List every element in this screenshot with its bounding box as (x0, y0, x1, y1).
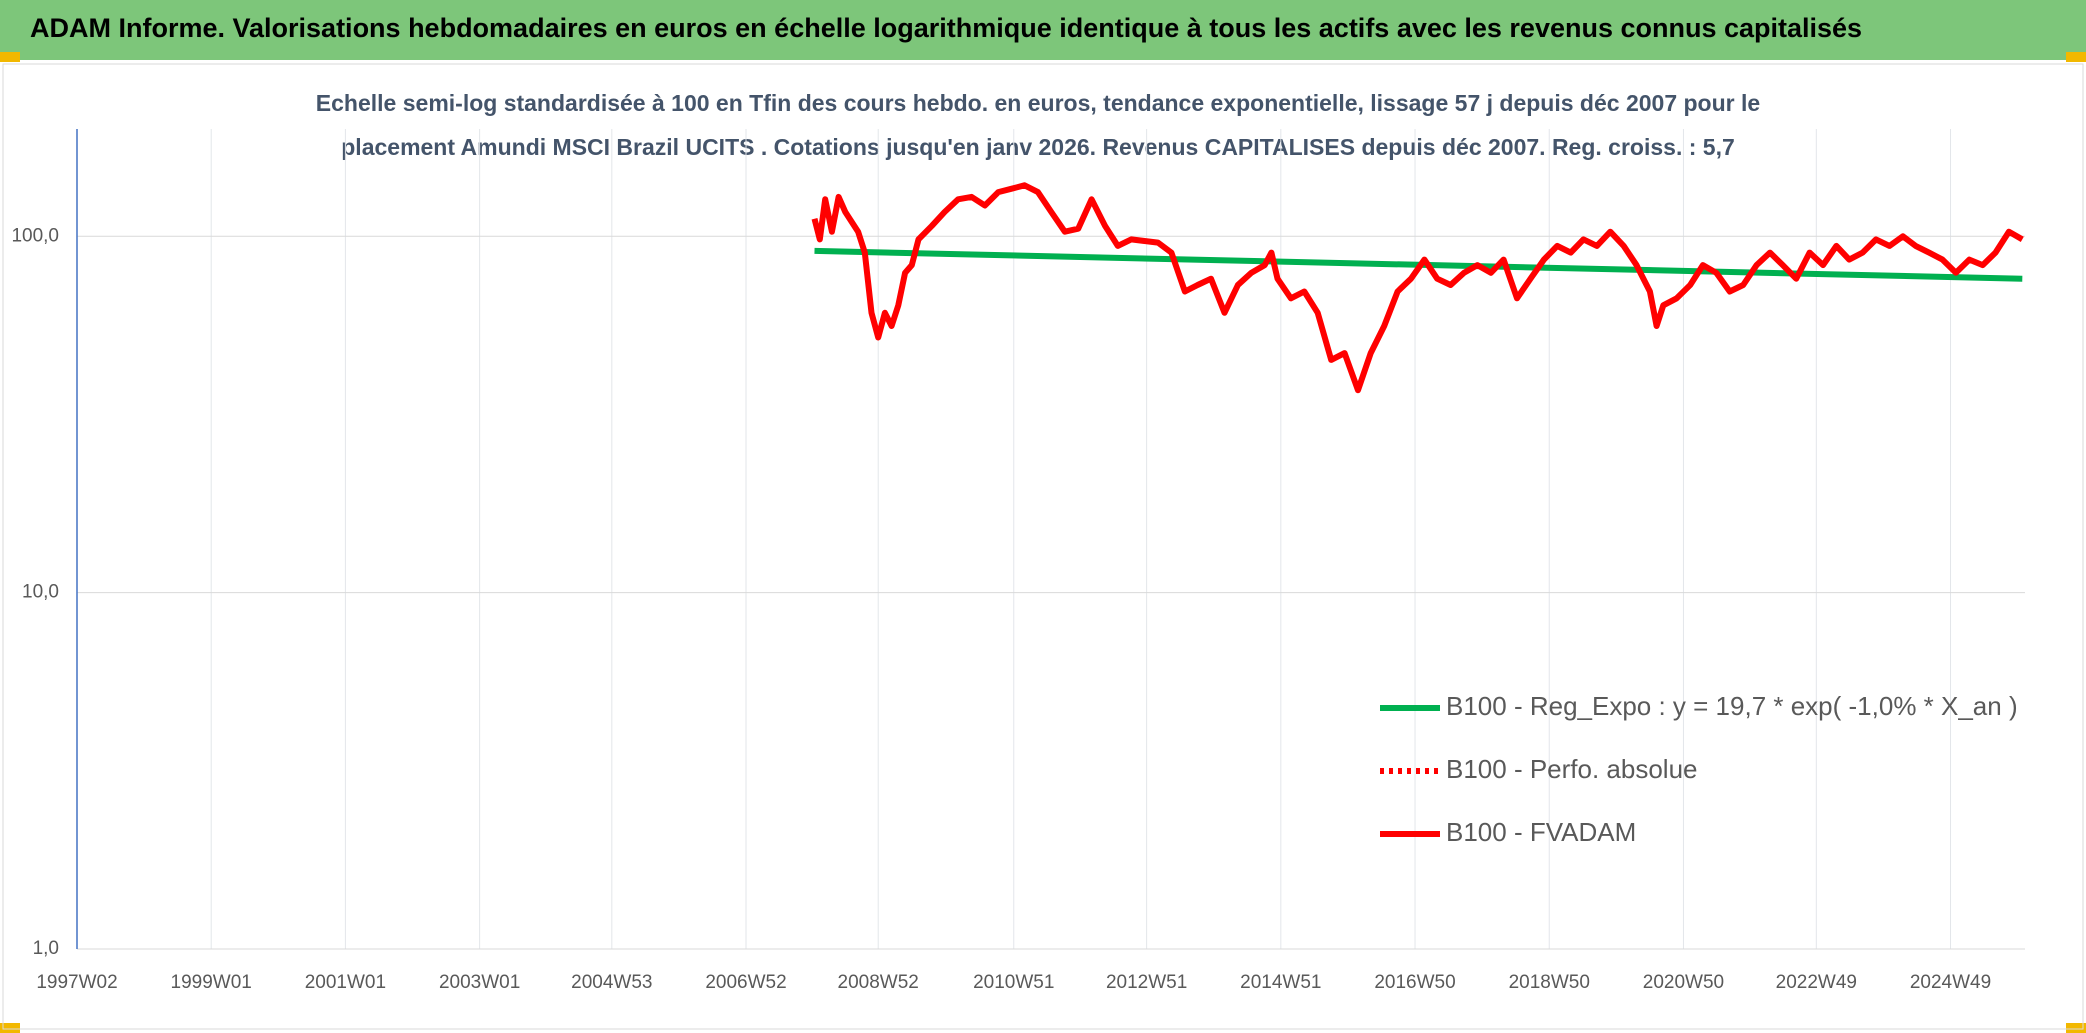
corner (2066, 52, 2086, 62)
y-tick-label: 10,0 (22, 582, 59, 603)
x-tick-label: 2018W50 (1509, 972, 1590, 993)
x-tick-label: 2016W50 (1374, 972, 1455, 993)
page-title: ADAM Informe. Valorisations hebdomadaire… (30, 13, 1862, 43)
x-tick-label: 1999W01 (171, 972, 252, 993)
x-tick-label: 2010W51 (973, 972, 1054, 993)
header-band (0, 0, 2086, 60)
x-tick-label: 2004W53 (571, 972, 652, 993)
chart-title: placement Amundi MSCI Brazil UCITS . Cot… (341, 134, 1735, 160)
y-tick-label: 1,0 (33, 938, 59, 959)
x-tick-label: 2012W51 (1106, 972, 1187, 993)
corner (2066, 1023, 2086, 1033)
chart-title: Echelle semi-log standardisée à 100 en T… (316, 90, 1760, 116)
legend-label: B100 - FVADAM (1446, 817, 1636, 847)
x-tick-label: 1997W02 (36, 972, 117, 993)
x-tick-label: 2020W50 (1643, 972, 1724, 993)
x-tick-label: 2003W01 (439, 972, 520, 993)
x-tick-label: 2024W49 (1910, 972, 1991, 993)
x-tick-label: 2014W51 (1240, 972, 1321, 993)
series-line (811, 182, 2024, 394)
chart-frame (2, 63, 2084, 1030)
corner (0, 52, 20, 62)
x-tick-label: 2001W01 (305, 972, 386, 993)
legend-label: B100 - Reg_Expo : y = 19,7 * exp( -1,0% … (1446, 691, 2018, 721)
x-tick-label: 2022W49 (1776, 972, 1857, 993)
y-tick-label: 100,0 (11, 225, 59, 246)
x-tick-label: 2008W52 (838, 972, 919, 993)
x-tick-label: 2006W52 (705, 972, 786, 993)
corner (0, 1023, 20, 1033)
legend-label: B100 - Perfo. absolue (1446, 754, 1698, 784)
